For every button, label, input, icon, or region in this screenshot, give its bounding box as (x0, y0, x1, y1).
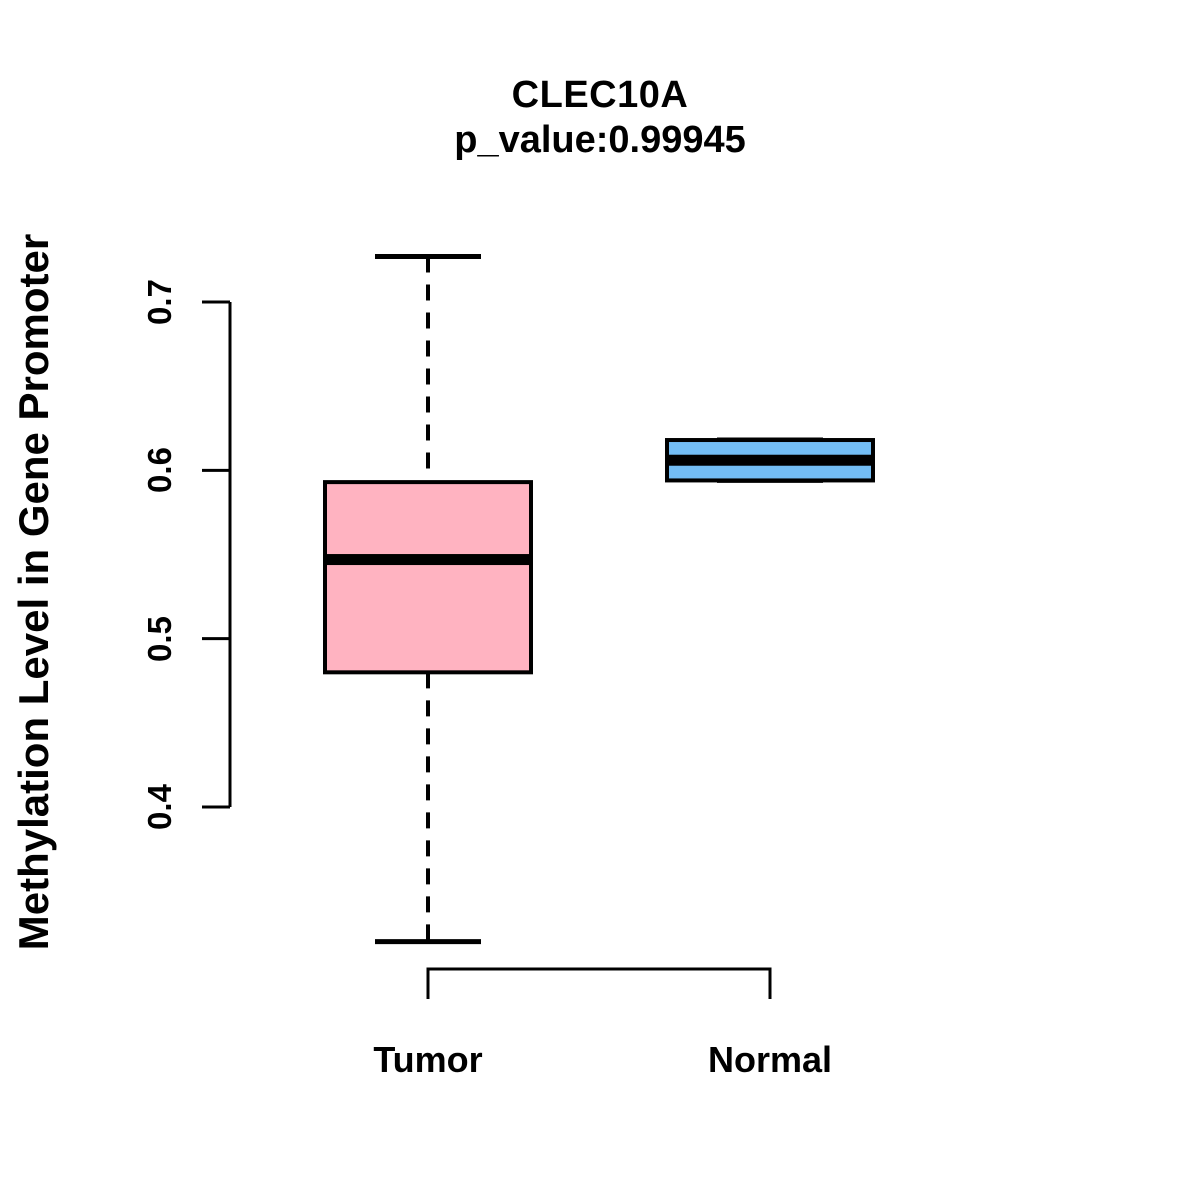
y-tick-label-0-5: 0.5 (141, 615, 178, 662)
x-tick-label-tumor: Tumor (373, 1039, 483, 1080)
y-tick-label-0-6: 0.6 (141, 447, 178, 494)
tumor-median-line (325, 554, 531, 566)
normal-median-line (667, 454, 873, 466)
x-axis-line (426, 967, 772, 999)
x-tick-label-normal: Normal (707, 1039, 833, 1080)
y-tick-label-0-4: 0.4 (141, 784, 178, 830)
y-tick-label-0-7: 0.7 (141, 279, 178, 325)
chart-subtitle-pvalue: p_value:0.99945 (454, 119, 746, 161)
chart-title: CLEC10A (511, 74, 689, 116)
tumor-box (323, 480, 533, 675)
